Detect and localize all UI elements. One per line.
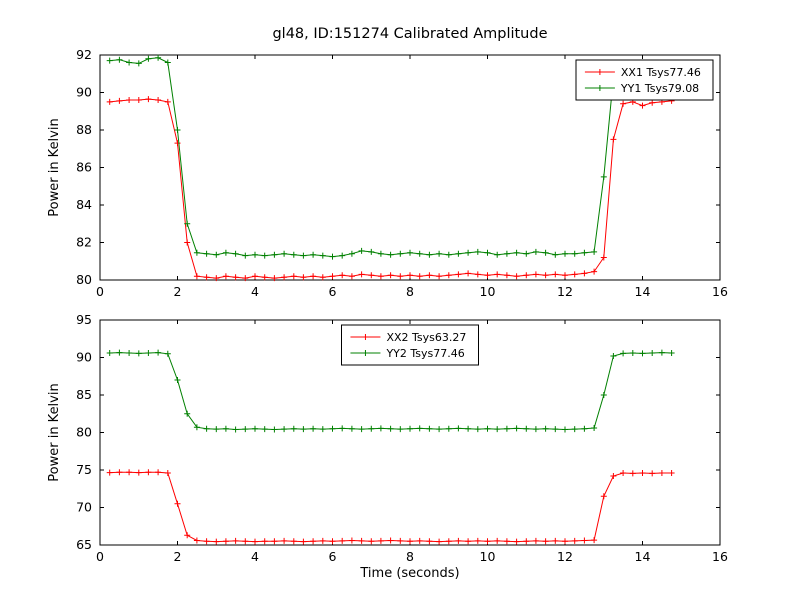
y-tick-label: 84: [76, 197, 92, 212]
x-axis-label: Time (seconds): [359, 566, 459, 581]
x-tick-label: 8: [406, 284, 414, 299]
legend-entry-label: XX1 Tsys77.46: [621, 66, 701, 79]
x-tick-label: 14: [635, 549, 651, 564]
y-tick-label: 95: [76, 312, 92, 327]
x-tick-label: 6: [329, 284, 337, 299]
x-tick-label: 6: [329, 549, 337, 564]
x-tick-label: 16: [712, 284, 728, 299]
y-tick-label: 65: [76, 537, 92, 552]
y-axis-label: Power in Kelvin: [47, 118, 62, 216]
x-tick-label: 12: [557, 284, 573, 299]
x-tick-label: 16: [712, 549, 728, 564]
series-XX1: [106, 96, 675, 282]
x-tick-label: 12: [557, 549, 573, 564]
x-tick-label: 10: [480, 284, 496, 299]
x-tick-label: 4: [251, 284, 259, 299]
x-tick-label: 8: [406, 549, 414, 564]
y-tick-label: 86: [76, 160, 92, 175]
y-tick-label: 80: [76, 272, 92, 287]
x-tick-label: 0: [96, 284, 104, 299]
y-tick-label: 90: [76, 350, 92, 365]
y-tick-label: 88: [76, 122, 92, 137]
x-tick-label: 0: [96, 549, 104, 564]
axes-frame: 0 2 4 6 8 10 12 14 16 80 82 84 86 88 90 92 Power in Kelv…: [47, 47, 728, 299]
bottom-plot: 0 2 4 6 8 10 12 14 16 65 70 75 80 85 90 95 Power in Kelv…: [47, 312, 728, 581]
series-XX2: [106, 469, 675, 545]
top-plot: 0 2 4 6 8 10 12 14 16 80 82 84 86 88 90 92 Power in Kelv…: [47, 47, 728, 299]
legend: XX1 Tsys77.46 YY1 Tsys79.08: [575, 59, 714, 101]
x-tick-label: 4: [251, 549, 259, 564]
y-tick-label: 82: [76, 235, 92, 250]
y-tick-label: 92: [76, 47, 92, 62]
legend: XX2 Tsys63.27 YY2 Tsys77.46: [340, 324, 480, 366]
y-tick-label: 70: [76, 500, 92, 515]
chart-title: gl48, ID:151274 Calibrated Amplitude: [272, 26, 548, 42]
x-tick-label: 14: [635, 284, 651, 299]
legend-entry-label: YY2 Tsys77.46: [385, 347, 464, 360]
y-tick-label: 75: [76, 462, 92, 477]
y-tick-label: 85: [76, 387, 92, 402]
series-YY2: [106, 349, 675, 433]
axes-frame: 0 2 4 6 8 10 12 14 16 65 70 75 80 85 90 95 Power in Kelv…: [47, 312, 728, 581]
x-tick-label: 10: [480, 549, 496, 564]
x-tick-label: 2: [174, 549, 182, 564]
legend-entry-label: XX2 Tsys63.27: [386, 331, 466, 344]
y-axis-label: Power in Kelvin: [47, 383, 62, 481]
y-tick-label: 80: [76, 425, 92, 440]
y-tick-label: 90: [76, 85, 92, 100]
x-tick-label: 2: [174, 284, 182, 299]
legend-entry-label: YY1 Tsys79.08: [620, 82, 699, 95]
